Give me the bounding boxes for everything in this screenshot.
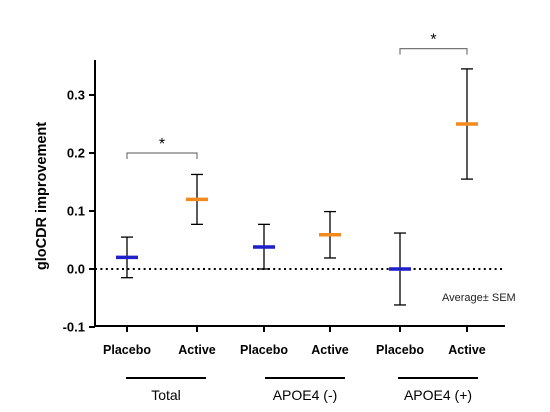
y-tick-label: 0.3 — [67, 88, 85, 103]
x-tick-label: Placebo — [240, 343, 288, 357]
y-tick-label: 0.0 — [67, 262, 85, 277]
group-label: APOE4 (+) — [404, 387, 472, 403]
significance-bracket — [126, 152, 198, 159]
y-tick-label: 0.1 — [67, 204, 85, 219]
significance-bracket — [399, 48, 468, 55]
y-axis-label: gloCDR improvement — [34, 122, 50, 270]
x-tick-label: Active — [178, 343, 216, 357]
tick-labels: -0.1 0.0 0.1 0.2 0.3 Placebo Active Placebo Acti… — [63, 88, 486, 404]
significance-star: * — [159, 136, 165, 153]
sem-annotation: Average± SEM — [442, 292, 516, 304]
group-label: APOE4 (-) — [273, 387, 338, 403]
data-marks — [116, 68, 478, 306]
group-label: Total — [151, 387, 181, 403]
x-tick-label: Active — [311, 343, 349, 357]
axes — [89, 60, 505, 332]
x-tick-label: Placebo — [103, 343, 151, 357]
significance-brackets: ** — [126, 32, 468, 159]
y-tick-label: 0.2 — [67, 146, 85, 161]
x-tick-label: Active — [448, 343, 486, 357]
x-tick-label: Placebo — [376, 343, 424, 357]
y-tick-label: -0.1 — [63, 320, 85, 335]
significance-star: * — [430, 32, 436, 49]
